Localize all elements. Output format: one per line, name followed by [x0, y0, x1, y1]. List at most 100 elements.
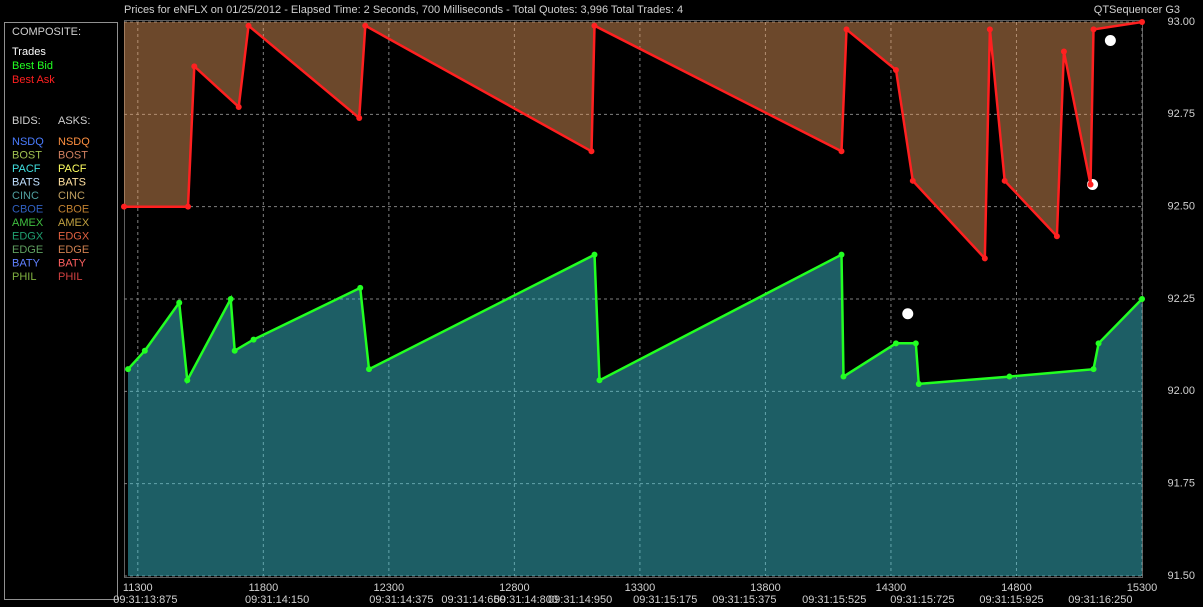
y-tick-label: 93.00 [1167, 16, 1195, 28]
bid-exchange: AMEX [12, 217, 44, 229]
x-tick-label: 13300 [625, 582, 656, 594]
quote-dot [1087, 181, 1094, 188]
time-tick-label: 09:31:14:375 [369, 594, 433, 606]
bid-exchange: NSDQ [12, 136, 44, 148]
time-tick-label: 09:31:15:925 [979, 594, 1043, 606]
bid-exchange: EDGE [12, 244, 43, 256]
quote-dot [843, 26, 850, 33]
quote-dot [356, 115, 363, 122]
quote-dot [176, 299, 183, 306]
legend-entry: Best Bid [12, 60, 53, 72]
y-tick-label: 92.75 [1167, 108, 1195, 120]
ask-exchange: PHIL [58, 271, 82, 283]
bid-exchange: BATS [12, 176, 40, 188]
legend-panel [4, 22, 118, 600]
time-tick-label: 09:31:16:250 [1068, 594, 1132, 606]
quote-area [124, 22, 1142, 259]
quote-area [128, 254, 1142, 576]
quote-dot [357, 284, 364, 291]
quote-dot [591, 22, 598, 29]
quote-dot [915, 380, 922, 387]
quote-dot [909, 177, 916, 184]
time-tick-label: 09:31:14:150 [245, 594, 309, 606]
ask-exchange: BOST [58, 149, 88, 161]
quote-dot [892, 67, 899, 74]
quote-dot [588, 148, 595, 155]
ask-exchange: PACF [58, 163, 87, 175]
x-tick-label: 14800 [1001, 582, 1032, 594]
ask-exchange: BATS [58, 176, 86, 188]
trade-dot [1104, 34, 1116, 46]
x-tick-label: 14300 [876, 582, 907, 594]
x-tick-label: 12800 [499, 582, 530, 594]
time-tick-label: 09:31:15:175 [633, 594, 697, 606]
legend-entry: Trades [12, 46, 46, 58]
quote-dot [1053, 233, 1060, 240]
quote-dot [1006, 373, 1013, 380]
quote-dot [121, 203, 127, 210]
bid-exchange: BOST [12, 149, 42, 161]
quote-dot [596, 377, 603, 384]
quote-dot [892, 340, 899, 347]
time-tick-label: 09:31:13:875 [113, 594, 177, 606]
quote-dot [838, 251, 845, 258]
ask-exchange: BATY [58, 257, 87, 269]
quote-dot [185, 203, 192, 210]
y-tick-label: 92.00 [1167, 385, 1195, 397]
ask-exchange: AMEX [58, 217, 90, 229]
quote-line [127, 252, 1143, 386]
time-tick-label: 09:31:14:800 [494, 594, 558, 606]
legend-entry: Best Ask [12, 74, 55, 86]
quote-dot [231, 347, 238, 354]
ask-exchange: EDGX [58, 230, 90, 242]
composite-label: COMPOSITE: [12, 26, 81, 38]
x-tick-label: 11800 [248, 582, 278, 594]
quote-dot [141, 347, 148, 354]
y-tick-label: 92.25 [1167, 293, 1195, 305]
trade-dot [902, 308, 914, 320]
ask-exchange: CINC [58, 190, 85, 202]
y-tick-label: 92.50 [1167, 201, 1195, 213]
bid-exchange: PACF [12, 163, 41, 175]
x-tick-label: 15300 [1127, 582, 1158, 594]
quote-dot [981, 255, 988, 262]
quote-dot [1090, 26, 1097, 33]
quote-dot [838, 148, 845, 155]
quote-dot [366, 366, 373, 373]
chart-title: Prices for eNFLX on 01/25/2012 - Elapsed… [124, 4, 683, 16]
time-tick-label: 09:31:15:525 [802, 594, 866, 606]
bid-exchange: PHIL [12, 271, 36, 283]
asks-label: ASKS: [58, 115, 90, 127]
quote-dot [362, 22, 369, 29]
bid-exchange: EDGX [12, 230, 44, 242]
quote-dot [986, 26, 993, 33]
quote-dot [1090, 366, 1097, 373]
quote-dot [184, 377, 191, 384]
bids-label: BIDS: [12, 115, 41, 127]
quote-dot [1139, 296, 1145, 302]
ask-exchange: EDGE [58, 244, 89, 256]
x-tick-label: 12300 [374, 582, 405, 594]
quote-dot [227, 296, 234, 302]
quote-dot [912, 340, 919, 347]
time-tick-label: 09:31:14:950 [548, 594, 612, 606]
time-tick-label: 09:31:15:725 [890, 594, 954, 606]
quote-dot [1060, 48, 1067, 55]
time-tick-label: 09:31:14:650 [441, 594, 505, 606]
bid-exchange: CBOE [12, 203, 43, 215]
ask-exchange: CBOE [58, 203, 89, 215]
bid-exchange: BATY [12, 257, 41, 269]
app-name: QTSequencer G3 [1094, 4, 1180, 16]
quote-dot [1139, 19, 1145, 25]
quote-dot [191, 63, 198, 70]
quote-dot [1095, 340, 1102, 347]
quote-dot [245, 22, 252, 29]
x-tick-label: 13800 [750, 582, 781, 594]
quote-dot [235, 103, 242, 110]
bid-exchange: CINC [12, 190, 39, 202]
quote-dot [1001, 177, 1008, 184]
y-tick-label: 91.50 [1167, 570, 1195, 582]
quote-dot [250, 336, 257, 343]
